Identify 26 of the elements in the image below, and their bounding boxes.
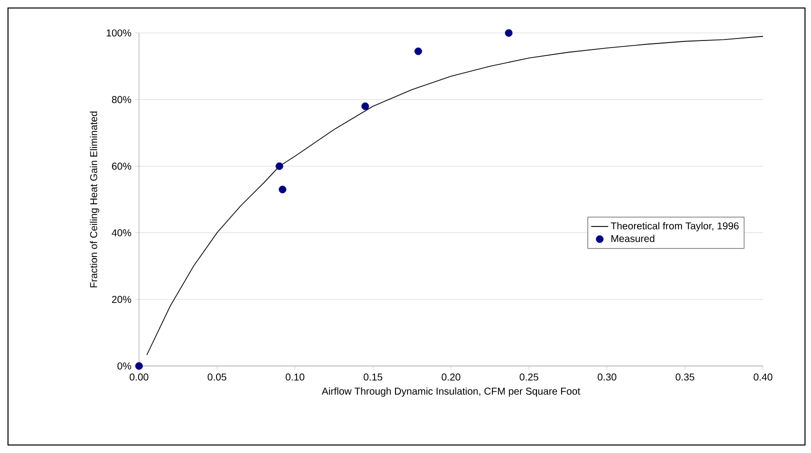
legend-label: Measured bbox=[611, 234, 654, 242]
x-tick-label: 0.25 bbox=[520, 374, 538, 381]
y-tick-label: 100% bbox=[106, 29, 132, 37]
point bbox=[361, 102, 370, 110]
x-tick-label: 0.30 bbox=[598, 374, 616, 381]
x-tick-label: 0.15 bbox=[364, 374, 382, 381]
x-tick-label: 0.00 bbox=[130, 374, 148, 381]
y-axis-title: Fraction of Ceiling Heat Gain Eliminated bbox=[90, 112, 100, 288]
x-tick-label: 0.20 bbox=[442, 374, 460, 381]
y-tick-label: 0% bbox=[117, 362, 132, 370]
y-tick-label: 40% bbox=[112, 229, 132, 236]
point bbox=[135, 362, 143, 370]
x-tick-label: 0.40 bbox=[754, 374, 772, 381]
point bbox=[504, 29, 513, 37]
point bbox=[278, 186, 286, 194]
x-axis-title: Airflow Through Dynamic Insulation, CFM per Square Foot bbox=[322, 387, 580, 397]
y-tick-label: 80% bbox=[112, 96, 132, 104]
x-tick-label: 0.35 bbox=[676, 374, 694, 381]
x-tick-label: 0.05 bbox=[208, 374, 226, 381]
point bbox=[414, 48, 422, 56]
y-tick-label: 20% bbox=[112, 296, 132, 303]
line-series bbox=[146, 36, 764, 356]
x-tick-label: 0.10 bbox=[286, 374, 304, 381]
y-tick-label: 60% bbox=[112, 162, 132, 170]
legend-label: Theoretical from Taylor, 1996 bbox=[610, 222, 739, 232]
point bbox=[276, 162, 284, 170]
